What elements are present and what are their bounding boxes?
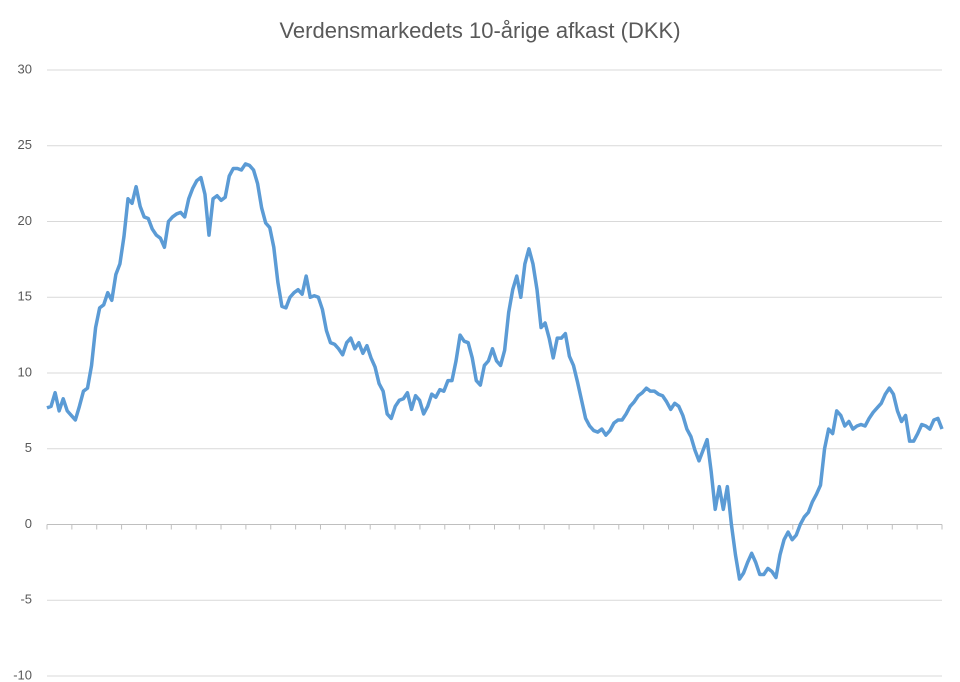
line-series bbox=[46, 162, 944, 581]
y-tick-label: -10 bbox=[13, 667, 32, 682]
y-tick-label: 15 bbox=[18, 289, 32, 304]
y-tick-label: 25 bbox=[18, 137, 32, 152]
y-tick-label: 5 bbox=[25, 440, 32, 455]
y-tick-label: -5 bbox=[20, 592, 32, 607]
chart-title: Verdensmarkedets 10-årige afkast (DKK) bbox=[279, 18, 680, 43]
y-tick-label: 0 bbox=[25, 516, 32, 531]
y-tick-label: 20 bbox=[18, 213, 32, 228]
y-tick-label: 10 bbox=[18, 364, 32, 379]
y-tick-label: 30 bbox=[18, 61, 32, 76]
